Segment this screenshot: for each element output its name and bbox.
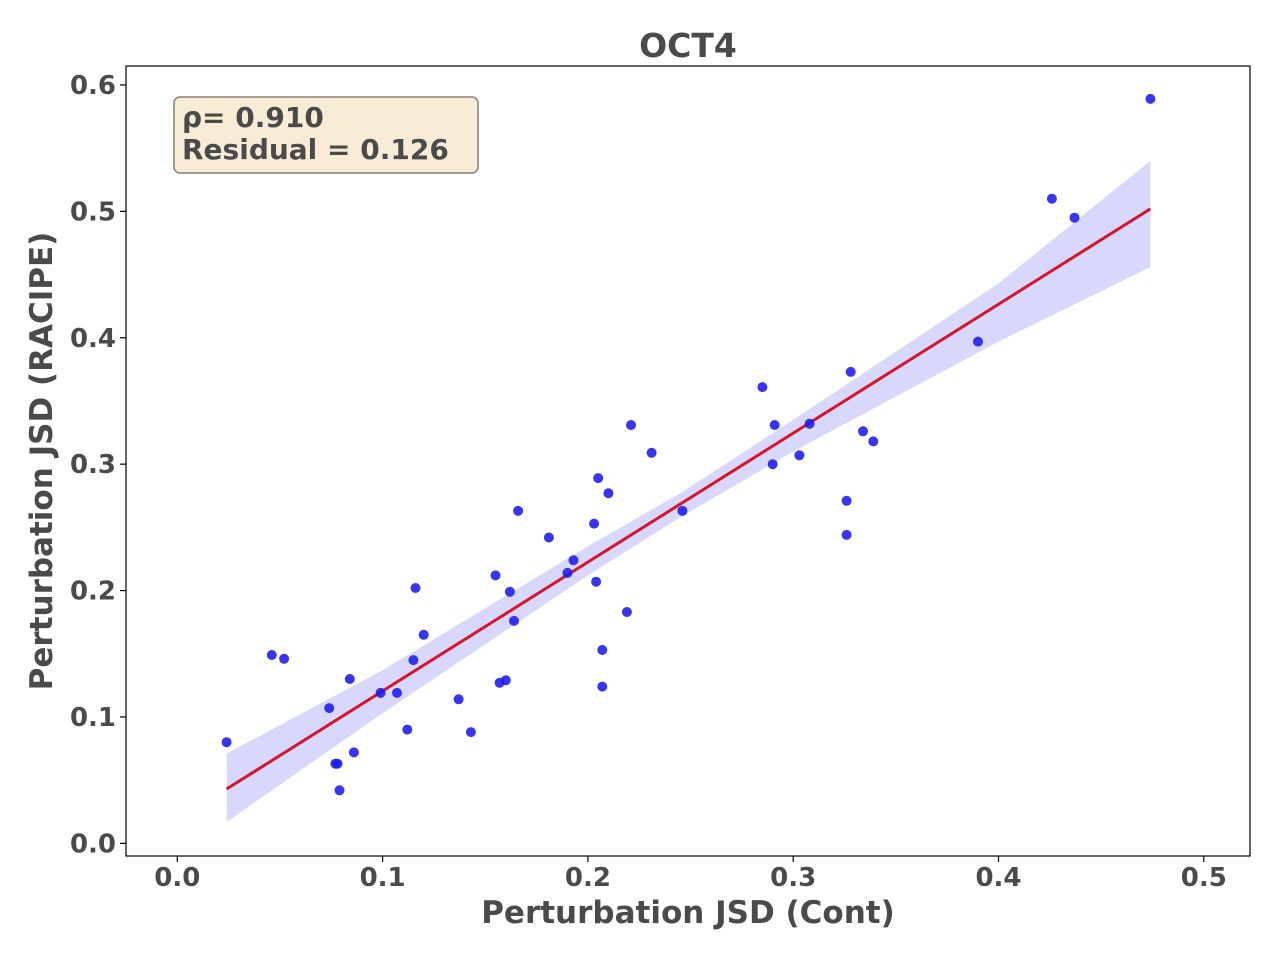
data-point [597, 645, 608, 655]
x-tick-label: 0.1 [360, 863, 406, 893]
data-point [332, 758, 343, 769]
data-point [646, 447, 657, 458]
data-point [767, 459, 778, 470]
data-point [490, 570, 501, 581]
data-point [973, 336, 983, 347]
data-point [841, 495, 852, 506]
data-point [591, 576, 602, 587]
data-point [626, 420, 636, 430]
data-point [504, 586, 515, 597]
data-point [677, 505, 688, 516]
y-axis-ticks: 0.0 0.1 0.2 0.3 0.4 0.5 0.6 [70, 71, 126, 859]
data-point [221, 737, 232, 748]
data-point [543, 532, 554, 543]
data-point [858, 426, 868, 437]
data-point [375, 687, 386, 698]
plot-frame [125, 65, 1251, 857]
data-point [392, 687, 402, 698]
y-tick-label: 0.4 [70, 324, 116, 354]
data-point [410, 583, 421, 593]
data-point [266, 650, 277, 660]
y-tick-label: 0.0 [70, 829, 116, 859]
data-point [279, 653, 290, 664]
data-point [500, 675, 511, 686]
annotation-correlation: ρ= 0.910 [182, 101, 324, 134]
data-point [348, 747, 359, 758]
x-axis-label: Perturbation JSD (Cont) [481, 895, 895, 931]
data-point [603, 488, 614, 499]
data-point [408, 655, 419, 666]
data-point [597, 681, 608, 692]
data-point [562, 567, 573, 578]
data-points-layer [221, 93, 1156, 796]
data-point [1069, 212, 1080, 223]
x-tick-label: 0.4 [975, 863, 1021, 893]
data-point [589, 518, 600, 529]
x-tick-label: 0.2 [565, 863, 611, 893]
annotation-box: ρ= 0.910 Residual = 0.126 [173, 96, 479, 174]
y-axis-label: Perturbation JSD (RACIPE) [24, 232, 60, 691]
data-point [621, 607, 632, 617]
y-tick-label: 0.6 [70, 71, 116, 101]
data-point [465, 727, 476, 738]
y-tick-label: 0.5 [70, 197, 116, 227]
data-point [841, 529, 852, 540]
data-point [453, 694, 464, 705]
data-point [344, 674, 355, 684]
data-point [593, 473, 604, 484]
y-tick-label: 0.2 [70, 577, 116, 607]
data-point [513, 505, 524, 516]
data-point [568, 555, 579, 566]
data-point [769, 420, 780, 430]
x-tick-label: 0.5 [1181, 863, 1227, 893]
data-point [757, 382, 768, 393]
x-tick-label: 0.0 [154, 863, 200, 893]
data-point [324, 703, 335, 714]
data-point [418, 629, 429, 640]
data-point [402, 724, 413, 735]
x-axis-ticks: 0.0 0.1 0.2 0.3 0.4 0.5 [154, 856, 1227, 893]
chart-title: OCT4 [639, 26, 737, 65]
data-point [804, 418, 815, 429]
y-tick-label: 0.1 [70, 703, 116, 733]
y-tick-label: 0.3 [70, 450, 116, 480]
data-point [334, 785, 345, 796]
confidence-band-layer [226, 160, 1151, 822]
annotation-box-background [173, 96, 479, 174]
data-point [509, 615, 519, 626]
x-tick-label: 0.3 [770, 863, 816, 893]
confidence-band [226, 160, 1151, 822]
annotation-residual: Residual = 0.126 [182, 133, 449, 166]
data-point [794, 450, 805, 461]
data-point [868, 436, 879, 447]
data-point [1046, 193, 1057, 204]
data-point [1145, 93, 1156, 104]
data-point [845, 366, 856, 377]
